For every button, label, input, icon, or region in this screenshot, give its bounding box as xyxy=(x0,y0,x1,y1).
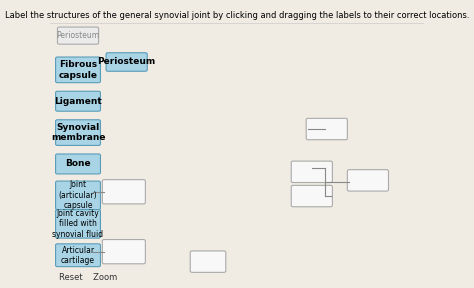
FancyBboxPatch shape xyxy=(291,185,332,207)
FancyBboxPatch shape xyxy=(55,154,100,174)
FancyBboxPatch shape xyxy=(55,91,100,111)
Text: Label the structures of the general synovial joint by clicking and dragging the : Label the structures of the general syno… xyxy=(5,11,469,20)
FancyBboxPatch shape xyxy=(306,118,347,140)
FancyBboxPatch shape xyxy=(55,181,100,210)
Text: Bone: Bone xyxy=(65,160,91,168)
FancyBboxPatch shape xyxy=(106,53,147,71)
Text: Joint cavity
filled with
synovial fluid: Joint cavity filled with synovial fluid xyxy=(53,209,104,239)
Text: Articular
cartilage: Articular cartilage xyxy=(61,246,95,265)
FancyBboxPatch shape xyxy=(190,251,226,272)
Text: Synovial
membrane: Synovial membrane xyxy=(51,123,105,142)
Text: Reset    Zoom: Reset Zoom xyxy=(59,273,118,282)
Text: Fibrous
capsule: Fibrous capsule xyxy=(58,60,98,79)
FancyBboxPatch shape xyxy=(55,57,100,83)
FancyBboxPatch shape xyxy=(102,180,146,204)
FancyBboxPatch shape xyxy=(291,161,332,183)
FancyBboxPatch shape xyxy=(55,120,100,145)
FancyBboxPatch shape xyxy=(102,240,146,264)
FancyBboxPatch shape xyxy=(55,210,100,238)
Text: Periosteum: Periosteum xyxy=(98,58,156,67)
FancyBboxPatch shape xyxy=(57,27,99,44)
Text: Ligament: Ligament xyxy=(54,97,102,106)
FancyBboxPatch shape xyxy=(347,170,389,191)
FancyBboxPatch shape xyxy=(55,244,100,267)
Text: Periosteum: Periosteum xyxy=(56,31,100,40)
Text: Joint
(articular)
capsule: Joint (articular) capsule xyxy=(59,181,97,210)
